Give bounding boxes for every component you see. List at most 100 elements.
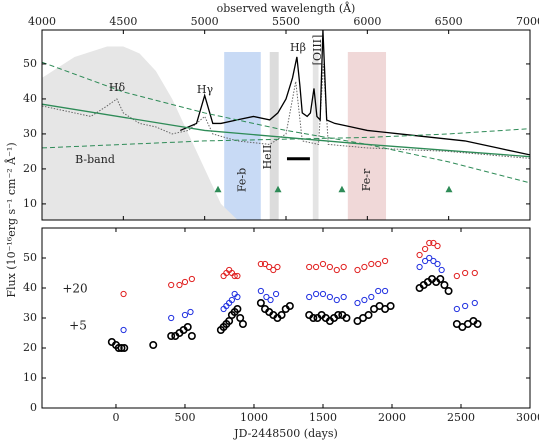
bottom-plot-area: 01020304050050010001500200025003000+20+5 (23, 228, 539, 424)
data-point (471, 299, 478, 307)
data-point (167, 331, 176, 340)
data-point (266, 263, 273, 271)
data-point (426, 239, 433, 247)
data-point (368, 260, 375, 268)
data-point (453, 305, 460, 313)
data-point (342, 313, 351, 322)
data-point (381, 287, 389, 295)
spectrum-line (42, 103, 530, 158)
data-point (430, 239, 437, 247)
b-band-area (42, 46, 238, 220)
annotation: HeII (261, 145, 274, 170)
data-point (375, 260, 382, 268)
data-point (228, 296, 236, 304)
data-point (333, 296, 340, 304)
data-point (120, 290, 127, 298)
data-point (416, 263, 423, 271)
data-point (263, 293, 270, 301)
x-tick-label: 1000 (240, 411, 268, 424)
data-point (364, 310, 373, 319)
y-tick-label: 30 (23, 127, 37, 140)
data-point (120, 343, 129, 352)
data-point (333, 266, 340, 274)
data-point (187, 308, 194, 316)
data-point (381, 257, 389, 265)
data-point (430, 257, 437, 265)
annotation: B-band (75, 153, 115, 166)
data-point (326, 263, 333, 271)
data-point (334, 310, 343, 319)
data-point (434, 242, 441, 250)
top-plot-area: Fe-b Fe-r Hδ Hγ HeII Hβ [OIII] B-band (42, 30, 530, 220)
x-tick-label: 2000 (378, 411, 406, 424)
offset-label: +20 (62, 282, 87, 296)
spectrum-line (42, 128, 530, 149)
data-point (375, 287, 382, 295)
y-tick-label: 10 (23, 197, 37, 210)
x-tick-label: 6500 (435, 15, 463, 28)
x-tick-label: 5500 (272, 15, 300, 28)
data-point (181, 311, 189, 319)
data-point (340, 263, 347, 271)
offset-label: +5 (69, 319, 87, 333)
x-tick-label: 500 (174, 411, 195, 424)
data-point (117, 343, 126, 352)
annotation: Hβ (290, 41, 306, 54)
x-tick-label: 0 (112, 411, 119, 424)
data-point (285, 301, 294, 310)
triangle-marker (214, 185, 222, 193)
triangle-marker (445, 185, 453, 193)
y-tick-label: 50 (23, 251, 37, 264)
data-point (309, 313, 318, 322)
spectrum-line (42, 63, 530, 159)
data-point (319, 290, 327, 298)
y-tick-label: 30 (23, 311, 37, 324)
data-point (256, 298, 265, 307)
annotation: Hγ (197, 83, 214, 96)
y-axis-label: Flux (10⁻¹⁶erg s⁻¹ cm⁻² Å⁻¹) (4, 142, 18, 297)
data-point (462, 302, 469, 310)
data-point (422, 257, 429, 265)
data-point (277, 310, 286, 319)
data-point (233, 304, 242, 313)
x-tick-label: 3000 (516, 411, 539, 424)
data-point (319, 260, 327, 268)
data-point (168, 281, 175, 289)
data-point (426, 254, 433, 262)
x-tick-label: 6000 (353, 15, 381, 28)
data-point (312, 263, 320, 271)
data-point (444, 286, 453, 295)
data-point (436, 274, 445, 283)
data-point (326, 293, 333, 301)
data-point (416, 251, 423, 259)
data-point (234, 272, 241, 280)
top-frame (41, 29, 531, 221)
data-point (354, 266, 361, 274)
data-point (238, 319, 247, 328)
data-point (473, 319, 482, 328)
annotation: Hδ (109, 81, 126, 94)
band (224, 52, 261, 220)
data-point (438, 266, 445, 274)
y-tick-label: 40 (23, 92, 37, 105)
x-tick-label: 4000 (28, 15, 56, 28)
data-point (168, 314, 175, 322)
x-tick-label: 4500 (109, 15, 137, 28)
data-point (183, 322, 192, 331)
data-point (231, 272, 238, 280)
y-tick-label: 20 (23, 341, 37, 354)
data-point (361, 263, 368, 271)
y-tick-label: 10 (23, 371, 37, 384)
y-tick-label: 50 (23, 57, 37, 70)
band (347, 52, 387, 220)
triangle-marker (338, 185, 346, 193)
x-tick-label: 2500 (447, 411, 475, 424)
top-x-axis-label: observed wavelength (Å) (217, 1, 356, 15)
data-point (120, 326, 127, 334)
data-point (422, 245, 429, 253)
data-point (361, 296, 368, 304)
data-point (274, 263, 281, 271)
data-point (234, 293, 241, 301)
bottom-x-axis-label: JD-2448500 (days) (233, 427, 338, 440)
